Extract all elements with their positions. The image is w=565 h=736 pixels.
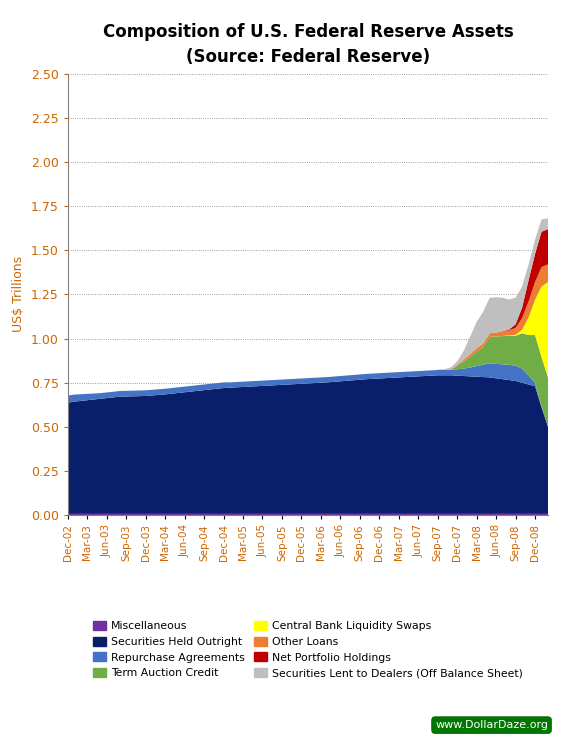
Title: Composition of U.S. Federal Reserve Assets
(Source: Federal Reserve): Composition of U.S. Federal Reserve Asse… <box>103 24 513 66</box>
Legend: Miscellaneous, Securities Held Outright, Repurchase Agreements, Term Auction Cre: Miscellaneous, Securities Held Outright,… <box>90 618 526 682</box>
Y-axis label: US$ Trillions: US$ Trillions <box>12 256 25 333</box>
Text: www.DollarDaze.org: www.DollarDaze.org <box>435 720 548 730</box>
